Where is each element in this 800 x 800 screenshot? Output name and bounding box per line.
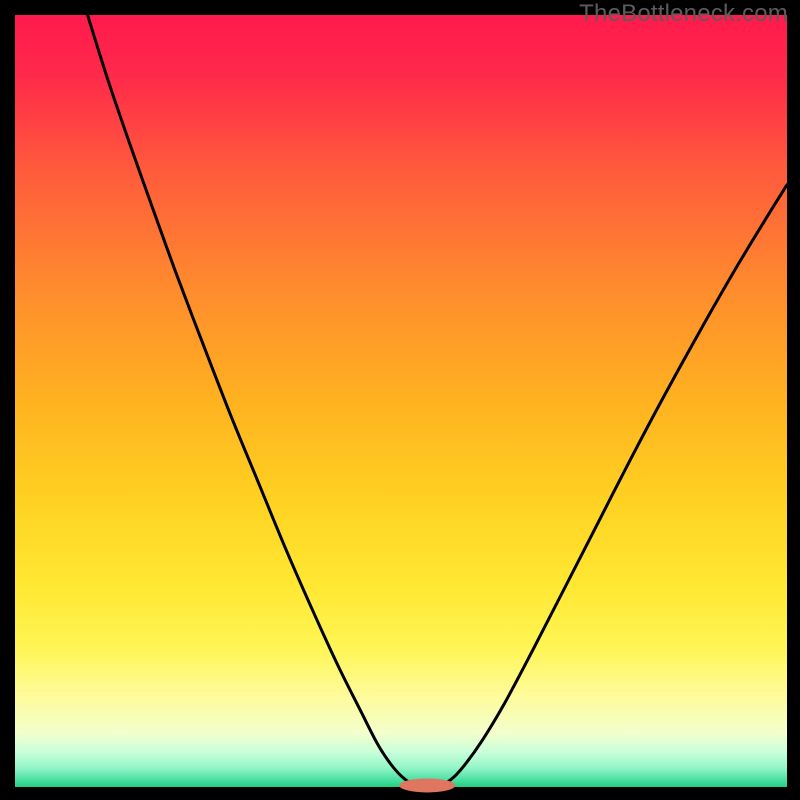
nadir-marker <box>399 778 455 792</box>
curve-svg <box>15 15 787 787</box>
watermark-text: TheBottleneck.com <box>579 0 788 28</box>
bottleneck-curve <box>88 15 787 786</box>
chart-canvas: TheBottleneck.com <box>0 0 800 800</box>
bottleneck-curve-plot <box>15 15 787 787</box>
